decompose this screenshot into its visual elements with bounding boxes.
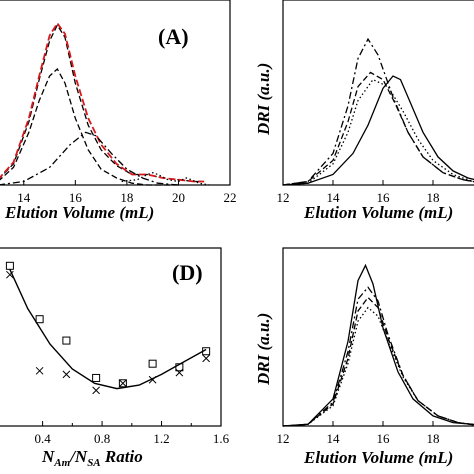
x-tick-label: 18 <box>120 190 133 205</box>
x-tick-label: 16 <box>377 190 391 205</box>
panel-a: 14 16 18 20 22 (A) Elution Volume (mL) <box>0 0 237 222</box>
panel-d-cross-point <box>202 354 210 363</box>
panel-d-cross-point <box>92 386 100 395</box>
panel-b-series-dash-line <box>282 71 474 186</box>
x-tick-label: 14 <box>327 190 341 205</box>
panel-d-cross-point <box>62 370 71 379</box>
panel-a-series-red-dash-line <box>0 21 205 183</box>
panel-d-square-point <box>62 336 71 345</box>
panel-a-xlabel: Elution Volume (mL) <box>4 203 154 222</box>
panel-e: 1214161820 Elution Volume (mL) DRI (a.u.… <box>254 247 474 467</box>
panel-d-square-point <box>118 379 127 388</box>
panel-e-series <box>282 263 474 427</box>
x-tick-label: 16 <box>377 431 391 446</box>
x-tick-label: 0.4 <box>34 431 51 446</box>
panel-d: 0.4 0.8 1.2 1.6 (D) NAm/NSA Ratio <box>0 247 230 469</box>
x-tick-label: 18 <box>427 190 440 205</box>
panel-d-square-point <box>92 373 101 382</box>
x-tick-label: 12 <box>277 190 290 205</box>
panel-e-x-ticks: 1214161820 <box>277 421 440 446</box>
panel-d-square-point <box>148 359 157 368</box>
panel-b-series-dashdot-line <box>282 37 474 186</box>
panel-b-ylabel: DRI (a.u.) <box>254 63 273 136</box>
x-tick-label: 12 <box>277 431 290 446</box>
panel-b-series-dot-line <box>282 78 474 186</box>
panel-a-series-dashdot-line <box>0 131 179 186</box>
panel-d-frame <box>0 247 222 427</box>
panel-d-xlabel-mid: /N <box>68 447 88 466</box>
panel-a-series-dot-line <box>121 172 210 186</box>
panel-b-xlabel: Elution Volume (mL) <box>303 203 453 222</box>
panel-a-x-ticks: 14 16 18 20 22 <box>17 180 237 205</box>
x-tick-label: 0.8 <box>94 431 110 446</box>
panel-e-frame <box>282 247 474 427</box>
panel-e-xlabel: Elution Volume (mL) <box>303 448 453 467</box>
panel-e-series-solid-line <box>282 263 474 427</box>
panel-d-xlabel-main: N <box>41 447 55 466</box>
panel-d-xlabel-tail: Ratio <box>101 447 143 466</box>
x-tick-label: 18 <box>427 431 440 446</box>
panel-b-x-ticks: 1214161820 <box>277 180 440 205</box>
panel-e-series-dot-line <box>282 306 474 427</box>
x-tick-label: 14 <box>17 190 31 205</box>
panel-a-series-dash-line <box>0 67 179 186</box>
panel-e-series-dash-line <box>282 296 474 427</box>
panel-d-square-point <box>35 315 44 324</box>
panel-d-series <box>5 261 211 395</box>
x-tick-label: 1.6 <box>213 431 230 446</box>
panel-d-label: (D) <box>172 260 203 285</box>
panel-d-xlabel-sub2: SA <box>87 457 100 469</box>
panel-d-x-ticks: 0.4 0.8 1.2 1.6 <box>34 421 230 446</box>
panel-d-cross-point <box>175 368 184 377</box>
panel-b-series-solid-line <box>282 75 474 186</box>
panel-d-cross-point <box>6 270 14 279</box>
panel-d-cross-point <box>35 366 44 375</box>
x-tick-label: 14 <box>327 431 341 446</box>
panel-d-xlabel: NAm/NSA Ratio <box>41 447 143 469</box>
panel-e-ylabel: DRI (a.u.) <box>254 313 273 386</box>
panel-d-xlabel-sub1: Am <box>53 457 70 469</box>
panel-d-cross-point <box>119 379 127 388</box>
x-tick-label: 16 <box>69 190 83 205</box>
x-tick-label: 22 <box>224 190 237 205</box>
panel-a-frame <box>0 0 231 186</box>
panel-a-series <box>0 21 210 186</box>
x-tick-label: 20 <box>172 190 185 205</box>
panel-b: 1214161820 Elution Volume (mL) DRI (a.u.… <box>254 0 474 222</box>
panel-b-frame <box>282 0 474 186</box>
x-tick-label: 1.2 <box>153 431 169 446</box>
panel-b-series <box>282 37 474 186</box>
panel-a-label: (A) <box>158 24 189 49</box>
panel-d-fit-curve <box>9 269 207 390</box>
panel-d-square-point <box>5 261 14 270</box>
